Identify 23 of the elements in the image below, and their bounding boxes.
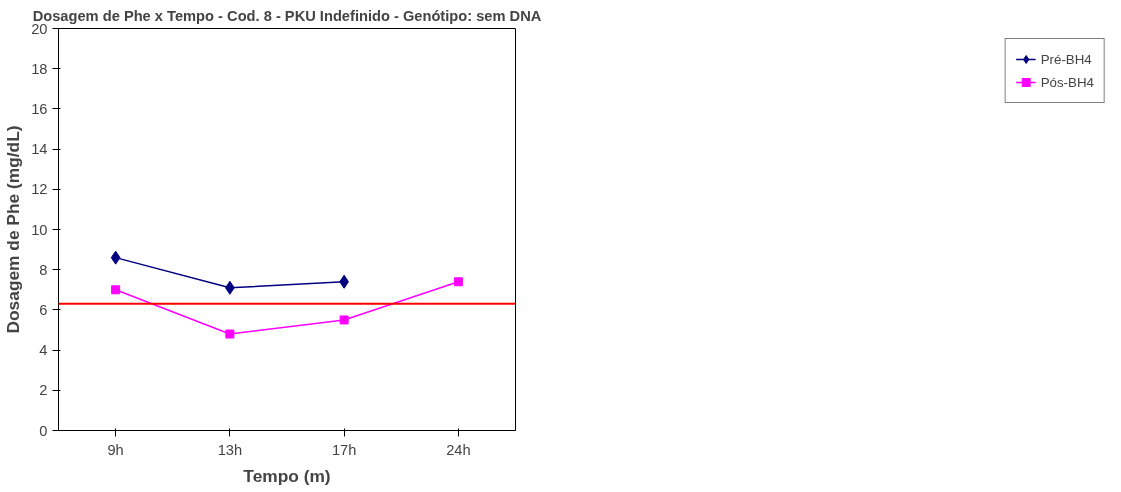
y-tick-label: 0 [39,422,48,439]
x-tick-label: 24h [446,441,471,458]
x-tick-label: 17h [331,441,357,458]
x-tick-label: 13h [217,441,243,458]
point [111,285,121,295]
y-tick-label: 8 [39,261,48,278]
y-tick-label: 2 [39,382,48,399]
y-tick-label: 4 [39,342,48,359]
point [339,315,349,325]
point [453,277,463,287]
y-tick-label: 14 [31,141,48,158]
y-tick-label: 10 [31,221,48,238]
point [225,329,235,339]
point [110,250,121,265]
y-axis-title: Dosagem de Phe (mg/dL) [3,125,24,334]
x-axis-title: Tempo (m) [243,465,331,486]
legend-label: Pré-BH4 [1040,51,1092,67]
y-tick-label: 12 [31,181,48,198]
x-tick-label: 9h [107,441,124,458]
y-tick-label: 18 [31,60,48,77]
legend-label: Pós-BH4 [1040,74,1094,90]
y-tick-label: 6 [39,301,48,318]
y-tick-label: 16 [31,100,48,117]
